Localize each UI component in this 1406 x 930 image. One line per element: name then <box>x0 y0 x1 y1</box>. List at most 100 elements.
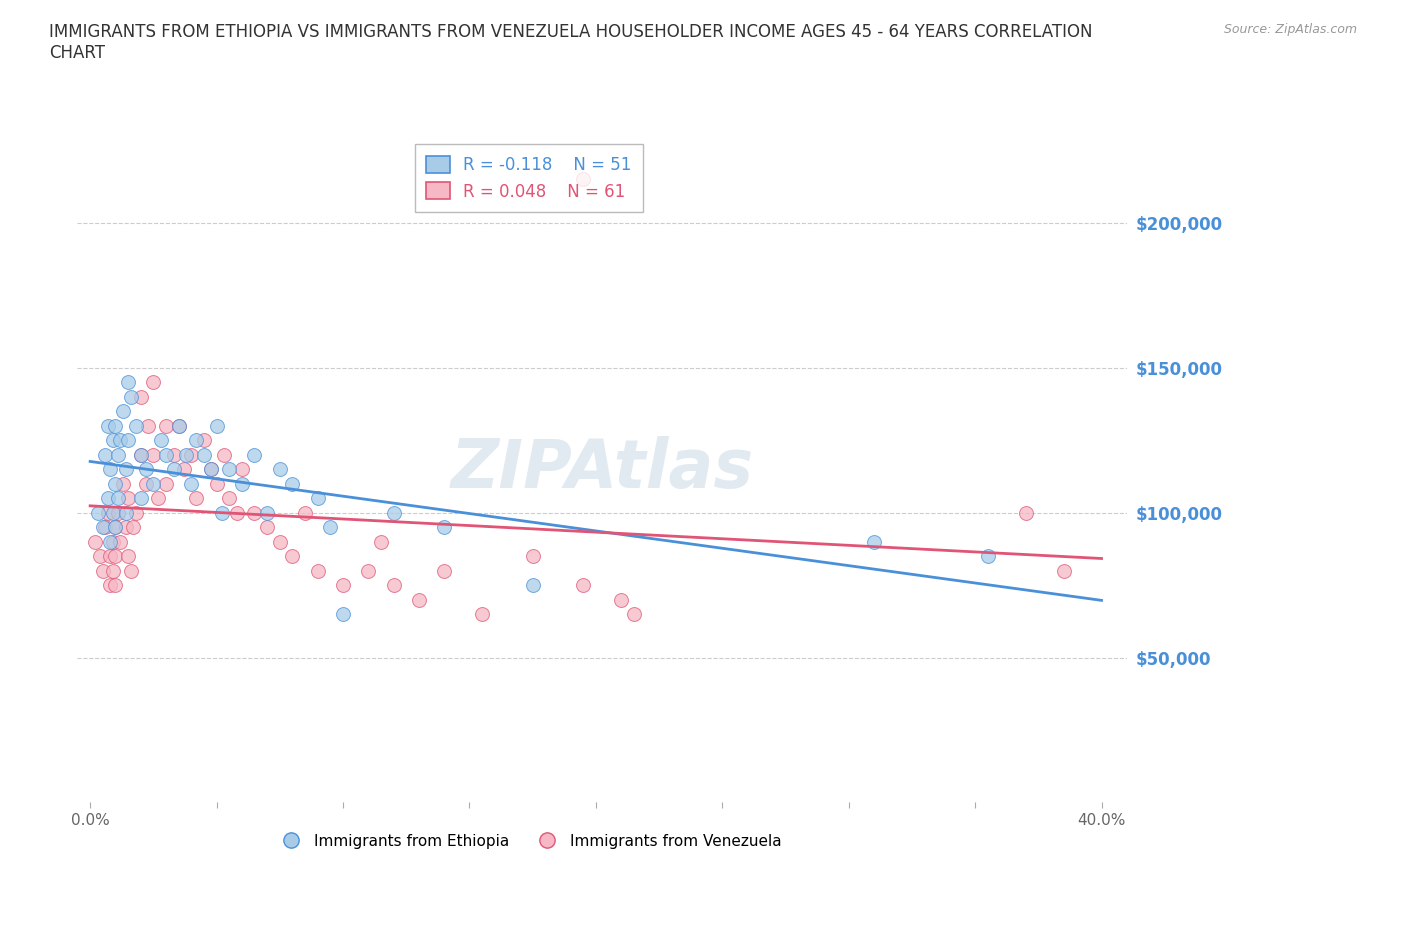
Point <box>111 476 134 491</box>
Point <box>149 432 172 447</box>
Point <box>522 578 544 592</box>
Point <box>135 476 157 491</box>
Point <box>117 432 139 447</box>
Point <box>142 447 165 462</box>
Point <box>117 375 139 390</box>
Point <box>382 578 405 592</box>
Point <box>101 432 124 447</box>
Point <box>162 461 184 476</box>
Point <box>129 447 152 462</box>
Point <box>117 491 139 506</box>
Point <box>212 447 235 462</box>
Point <box>104 476 127 491</box>
Point <box>572 172 595 187</box>
Point <box>357 564 380 578</box>
Point <box>104 418 127 433</box>
Point <box>408 592 430 607</box>
Point <box>86 505 108 520</box>
Point <box>180 447 202 462</box>
Point <box>623 606 645 621</box>
Point <box>243 505 266 520</box>
Point <box>471 606 494 621</box>
Point <box>977 549 1000 564</box>
Point <box>231 476 253 491</box>
Point <box>135 461 157 476</box>
Point <box>91 520 114 535</box>
Point <box>269 534 291 549</box>
Point <box>97 418 120 433</box>
Point <box>174 447 197 462</box>
Point <box>307 491 329 506</box>
Point <box>98 578 121 592</box>
Point <box>120 390 142 405</box>
Point <box>155 476 177 491</box>
Point <box>91 564 114 578</box>
Point <box>200 461 222 476</box>
Point <box>107 447 129 462</box>
Point <box>382 505 405 520</box>
Point <box>114 520 136 535</box>
Text: IMMIGRANTS FROM ETHIOPIA VS IMMIGRANTS FROM VENEZUELA HOUSEHOLDER INCOME AGES 45: IMMIGRANTS FROM ETHIOPIA VS IMMIGRANTS F… <box>49 23 1092 62</box>
Point <box>186 491 208 506</box>
Point <box>101 534 124 549</box>
Point <box>110 534 132 549</box>
Point <box>162 447 184 462</box>
Point <box>97 491 120 506</box>
Point <box>97 505 120 520</box>
Point <box>256 505 278 520</box>
Point <box>167 418 190 433</box>
Point <box>218 461 240 476</box>
Point <box>205 418 228 433</box>
Point <box>120 564 142 578</box>
Point <box>129 390 152 405</box>
Point <box>610 592 633 607</box>
Point <box>129 447 152 462</box>
Point <box>370 534 392 549</box>
Point <box>107 505 129 520</box>
Point <box>104 520 127 535</box>
Point <box>186 432 208 447</box>
Point <box>122 520 145 535</box>
Point <box>101 564 124 578</box>
Point <box>167 418 190 433</box>
Point <box>98 461 121 476</box>
Point <box>142 476 165 491</box>
Point <box>155 418 177 433</box>
Point <box>148 491 170 506</box>
Point <box>193 432 215 447</box>
Point <box>572 578 595 592</box>
Point <box>155 447 177 462</box>
Point <box>89 549 111 564</box>
Point <box>1015 505 1038 520</box>
Point <box>1052 564 1074 578</box>
Point <box>98 549 121 564</box>
Point <box>243 447 266 462</box>
Legend: Immigrants from Ethiopia, Immigrants from Venezuela: Immigrants from Ethiopia, Immigrants fro… <box>270 828 787 855</box>
Point <box>136 418 159 433</box>
Point <box>180 476 202 491</box>
Point <box>111 404 134 418</box>
Point <box>281 549 304 564</box>
Point <box>211 505 233 520</box>
Point <box>433 520 456 535</box>
Text: Source: ZipAtlas.com: Source: ZipAtlas.com <box>1223 23 1357 36</box>
Point <box>218 491 240 506</box>
Point <box>98 534 121 549</box>
Point <box>332 606 354 621</box>
Point <box>107 491 129 506</box>
Point <box>281 476 304 491</box>
Point <box>114 461 136 476</box>
Point <box>307 564 329 578</box>
Point <box>101 505 124 520</box>
Point <box>433 564 456 578</box>
Point <box>94 447 117 462</box>
Point <box>319 520 342 535</box>
Point <box>863 534 886 549</box>
Point <box>110 432 132 447</box>
Point <box>84 534 107 549</box>
Point <box>114 505 136 520</box>
Point <box>104 549 127 564</box>
Point <box>205 476 228 491</box>
Point <box>225 505 247 520</box>
Point <box>269 461 291 476</box>
